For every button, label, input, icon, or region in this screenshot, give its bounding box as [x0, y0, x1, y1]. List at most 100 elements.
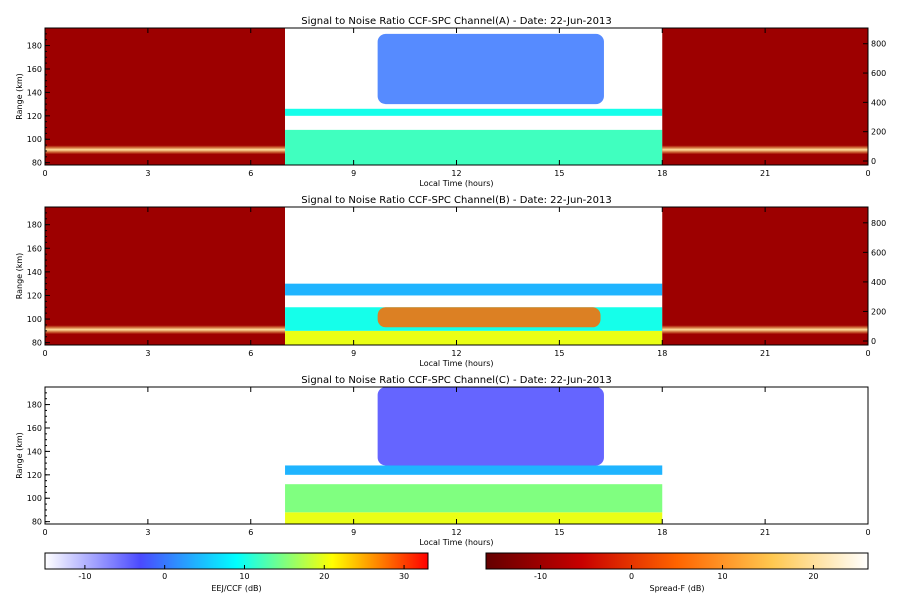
- heatmap-region: [45, 207, 286, 345]
- heatmap-band: [45, 325, 286, 335]
- heatmap-layer: [285, 330, 663, 345]
- y-axis-label: Range (km): [15, 73, 24, 120]
- panel-c: Signal to Noise Ratio CCF-SPC Channel(C)…: [15, 375, 871, 547]
- chart-title: Signal to Noise Ratio CCF-SPC Channel(B)…: [301, 195, 611, 206]
- y-tick-label: 80: [32, 518, 42, 527]
- heatmap-region: [662, 207, 868, 345]
- colorbar-tick-label: 0: [629, 572, 634, 581]
- y-tick-label: 180: [27, 42, 42, 51]
- right-tick-label: 0: [871, 157, 876, 166]
- y-tick-label: 80: [32, 159, 42, 168]
- y-tick-label: 100: [27, 315, 42, 324]
- x-axis-label: Local Time (hours): [419, 179, 493, 188]
- heatmap-layer: [377, 387, 604, 466]
- y-tick-label: 160: [27, 65, 42, 74]
- x-tick-label: 0: [42, 349, 47, 358]
- y-axis-label: Range (km): [15, 253, 24, 300]
- x-tick-label: 0: [42, 528, 47, 537]
- chart-title: Signal to Noise Ratio CCF-SPC Channel(C)…: [301, 375, 612, 386]
- x-tick-label: 9: [351, 169, 356, 178]
- x-tick-label: 0: [865, 349, 870, 358]
- y-tick-label: 140: [27, 447, 42, 456]
- right-tick-label: 0: [871, 337, 876, 346]
- right-tick-label: 600: [871, 248, 886, 257]
- y-tick-label: 160: [27, 244, 42, 253]
- x-tick-label: 18: [657, 528, 667, 537]
- x-tick-label: 0: [865, 169, 870, 178]
- colorbar-tick-label: -10: [534, 572, 547, 581]
- colorbar-tick-label: 0: [162, 572, 167, 581]
- right-tick-label: 400: [871, 278, 886, 287]
- y-tick-label: 120: [27, 291, 42, 300]
- x-tick-label: 6: [248, 528, 253, 537]
- y-tick-label: 140: [27, 268, 42, 277]
- heatmap-layer: [285, 129, 663, 165]
- heatmap-layer: [377, 307, 601, 328]
- colorbar-tick-label: 20: [319, 572, 329, 581]
- panel-b: Signal to Noise Ratio CCF-SPC Channel(B)…: [15, 195, 886, 368]
- x-tick-label: 0: [865, 528, 870, 537]
- colorbar-gradient: [485, 552, 869, 570]
- x-tick-label: 6: [248, 169, 253, 178]
- x-tick-label: 12: [451, 349, 461, 358]
- colorbar-tick-label: 20: [808, 572, 818, 581]
- heatmap-layer: [285, 465, 663, 475]
- x-tick-label: 3: [145, 169, 150, 178]
- x-tick-label: 12: [451, 528, 461, 537]
- x-tick-label: 12: [451, 169, 461, 178]
- right-tick-label: 800: [871, 40, 886, 49]
- y-tick-label: 160: [27, 424, 42, 433]
- x-tick-label: 3: [145, 528, 150, 537]
- colorbar-label: Spread-F (dB): [649, 584, 704, 593]
- colorbar-gradient: [44, 552, 429, 570]
- colorbar-tick-label: 10: [239, 572, 249, 581]
- heatmap-layer: [285, 512, 663, 524]
- x-tick-label: 15: [554, 349, 564, 358]
- right-tick-label: 400: [871, 98, 886, 107]
- x-tick-label: 18: [657, 349, 667, 358]
- x-tick-label: 21: [760, 528, 770, 537]
- colorbar-tick-label: -10: [78, 572, 91, 581]
- x-tick-label: 0: [42, 169, 47, 178]
- x-tick-label: 21: [760, 349, 770, 358]
- x-tick-label: 3: [145, 349, 150, 358]
- x-tick-label: 15: [554, 528, 564, 537]
- y-tick-label: 180: [27, 221, 42, 230]
- x-tick-label: 9: [351, 349, 356, 358]
- panel-a: Signal to Noise Ratio CCF-SPC Channel(A)…: [15, 16, 886, 188]
- x-axis-label: Local Time (hours): [419, 538, 493, 547]
- heatmap-band: [45, 145, 286, 155]
- heatmap-layer: [285, 108, 663, 116]
- colorbar-tick-label: 10: [717, 572, 727, 581]
- x-tick-label: 15: [554, 169, 564, 178]
- heatmap-layer: [377, 33, 604, 105]
- x-tick-label: 6: [248, 349, 253, 358]
- y-tick-label: 80: [32, 339, 42, 348]
- chart-title: Signal to Noise Ratio CCF-SPC Channel(A)…: [301, 16, 611, 27]
- y-axis-label: Range (km): [15, 432, 24, 479]
- heatmap-region: [662, 28, 868, 165]
- heatmap-band: [662, 325, 868, 335]
- right-tick-label: 800: [871, 219, 886, 228]
- y-tick-label: 140: [27, 88, 42, 97]
- x-tick-label: 21: [760, 169, 770, 178]
- y-tick-label: 120: [27, 112, 42, 121]
- heatmap-region: [45, 28, 286, 165]
- heatmap-layer: [285, 283, 663, 296]
- x-tick-label: 18: [657, 169, 667, 178]
- x-tick-label: 9: [351, 528, 356, 537]
- x-axis-label: Local Time (hours): [419, 359, 493, 368]
- right-tick-label: 200: [871, 307, 886, 316]
- colorbar-label: EEJ/CCF (dB): [211, 584, 261, 593]
- heatmap-band: [662, 145, 868, 155]
- right-tick-label: 200: [871, 128, 886, 137]
- y-tick-label: 100: [27, 135, 42, 144]
- right-tick-label: 600: [871, 69, 886, 78]
- y-tick-label: 100: [27, 494, 42, 503]
- y-tick-label: 180: [27, 401, 42, 410]
- y-tick-label: 120: [27, 471, 42, 480]
- heatmap-layer: [285, 484, 663, 513]
- colorbar-spread-f: -10 0 10 20 Spread-F (dB): [485, 552, 869, 593]
- colorbar-tick-label: 30: [399, 572, 409, 581]
